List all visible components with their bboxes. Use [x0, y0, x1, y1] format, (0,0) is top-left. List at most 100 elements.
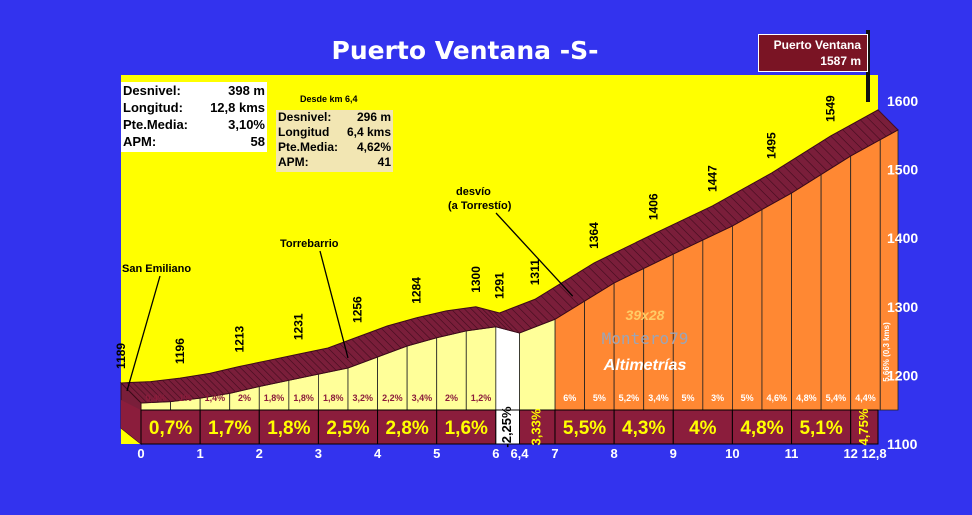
- road-hatch: [511, 308, 532, 329]
- km-gradient-label: 1,7%: [208, 418, 251, 439]
- km-gradient-cell: [317, 409, 379, 445]
- stat-label: APM:: [123, 134, 157, 149]
- road-hatch: [410, 319, 432, 340]
- x-tick-label: 9: [670, 446, 677, 461]
- road-hatch: [682, 219, 704, 241]
- x-tick-label: 6,4: [510, 446, 529, 461]
- km-gradient-label: 2,8%: [385, 418, 428, 439]
- road-hatch: [363, 334, 384, 356]
- x-tick-label: 3: [315, 446, 322, 461]
- stat-label: Desnivel:: [123, 83, 181, 98]
- road-hatch: [357, 336, 378, 358]
- km-gradient-label: 4,75%: [856, 408, 871, 445]
- road-hatch: [327, 347, 349, 369]
- y-tick-label: 1300: [887, 299, 918, 315]
- road-hatch: [469, 307, 491, 328]
- road-hatch: [694, 214, 715, 235]
- road-hatch: [576, 273, 597, 295]
- road-hatch: [185, 376, 207, 398]
- summit-name: Puerto Ventana: [773, 38, 861, 52]
- road-hatch: [262, 361, 284, 382]
- road-hatch: [789, 161, 810, 183]
- altitude-label: 1311: [528, 259, 542, 285]
- road-hatch: [534, 299, 556, 320]
- road-hatch: [333, 345, 355, 367]
- altitude-label: 1291: [493, 272, 507, 299]
- road-hatch: [233, 367, 254, 389]
- place-label: San Emiliano: [122, 263, 191, 275]
- road-hatch: [842, 129, 863, 150]
- km-gradient-label: 2,5%: [326, 418, 369, 439]
- road-hatch: [369, 332, 390, 353]
- road-hatch: [718, 202, 739, 223]
- x-tick-label: 11: [785, 446, 799, 461]
- place-pointer-line: [126, 275, 161, 392]
- summit-altitude: 1587 m: [820, 54, 861, 68]
- road-hatch: [848, 125, 869, 147]
- road-hatch: [428, 314, 449, 336]
- half-km-gradient-label: 2%: [238, 393, 251, 403]
- segment-column: [820, 155, 852, 411]
- road-hatch: [865, 116, 887, 137]
- altitude-label: 1549: [824, 95, 838, 122]
- y-tick-label: 1100: [887, 436, 918, 452]
- road-hatch: [345, 341, 366, 362]
- km-gradient-cell: [258, 409, 319, 445]
- km-gradient-cell: [672, 409, 733, 445]
- chart-title: Puerto Ventana -S-: [331, 36, 599, 65]
- road-hatch: [150, 381, 171, 402]
- half-km-gradient-label: 2%: [445, 393, 458, 403]
- altitude-label: 1196: [173, 338, 187, 364]
- road-hatch: [777, 169, 798, 190]
- half-km-gradient-label: 1,2%: [471, 393, 492, 403]
- y-tick-label: 1600: [887, 93, 918, 109]
- road-hatch: [250, 363, 272, 385]
- x-tick-label: 8: [611, 446, 618, 461]
- road-hatch: [392, 324, 414, 345]
- road-hatch: [475, 306, 497, 328]
- road-hatch: [304, 352, 325, 374]
- road-hatch: [244, 364, 266, 386]
- segment-column: [761, 192, 792, 411]
- road-hatch: [824, 139, 846, 160]
- road-hatch: [812, 146, 834, 168]
- road-hatch: [546, 291, 568, 313]
- stat-label: Longitud: [278, 125, 330, 139]
- x-tick-label: 7: [551, 446, 558, 461]
- road-hatch: [747, 185, 769, 207]
- y-tick-label: 1400: [887, 230, 918, 246]
- altitude-label: 1213: [232, 325, 246, 352]
- road-hatch: [617, 251, 639, 272]
- segment-column: [519, 318, 556, 411]
- road-hatch: [457, 309, 479, 330]
- road-hatch: [351, 338, 372, 360]
- half-km-gradient-label: 1,4%: [205, 393, 226, 403]
- road-hatch: [741, 189, 763, 210]
- road-hatch: [729, 195, 751, 217]
- half-km-gradient-label: 1,8%: [323, 393, 344, 403]
- road-hatch: [871, 112, 893, 134]
- km-gradient-label: 4%: [689, 418, 717, 439]
- road-hatch: [292, 355, 313, 376]
- road-hatch: [712, 205, 733, 227]
- altitude-label: 1447: [705, 165, 719, 192]
- road-hatch: [605, 256, 627, 278]
- half-km-gradient-label: 3,2%: [353, 393, 374, 403]
- x-tick-label: 0: [137, 446, 144, 461]
- x-tick-label: 5: [433, 446, 440, 461]
- x-tick-label: 4: [374, 446, 382, 461]
- half-km-gradient-label: 5,4%: [826, 393, 847, 403]
- road-hatch: [256, 362, 278, 384]
- road-hatch: [144, 381, 165, 403]
- road-hatch: [221, 370, 242, 391]
- place-label: desvío: [456, 186, 491, 198]
- km-gradient-cell: [554, 409, 615, 445]
- altitude-label: 1231: [291, 313, 305, 340]
- altitude-label: 1495: [765, 132, 779, 159]
- road-hatch: [315, 350, 337, 371]
- road-hatch: [759, 179, 780, 200]
- stat-value: 58: [250, 134, 265, 149]
- altitude-label: 1284: [410, 277, 424, 304]
- road-hatch: [593, 262, 615, 284]
